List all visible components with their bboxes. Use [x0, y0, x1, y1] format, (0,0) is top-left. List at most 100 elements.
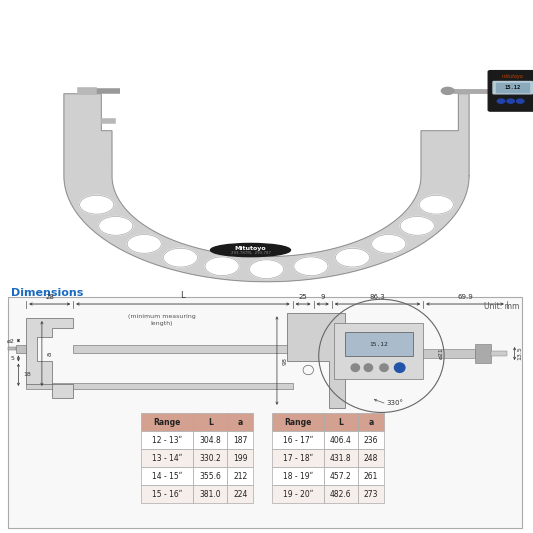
Text: 18: 18	[23, 372, 31, 377]
Text: Mitutoyo: Mitutoyo	[235, 246, 266, 251]
Circle shape	[249, 260, 284, 279]
Text: ø2: ø2	[7, 339, 15, 344]
Text: 381.0: 381.0	[199, 489, 221, 498]
FancyBboxPatch shape	[272, 485, 324, 503]
FancyBboxPatch shape	[141, 485, 193, 503]
Text: 25: 25	[298, 294, 308, 300]
FancyBboxPatch shape	[272, 431, 324, 449]
Text: Range: Range	[284, 418, 311, 427]
FancyBboxPatch shape	[101, 118, 115, 124]
Text: 273: 273	[364, 489, 378, 498]
FancyBboxPatch shape	[193, 414, 227, 431]
Text: L: L	[208, 418, 213, 427]
Circle shape	[335, 248, 369, 267]
FancyBboxPatch shape	[358, 414, 384, 431]
Text: 293-787RL  293-787: 293-787RL 293-787	[230, 251, 271, 255]
Text: 224: 224	[233, 489, 247, 498]
FancyBboxPatch shape	[227, 485, 253, 503]
FancyBboxPatch shape	[272, 467, 324, 485]
Text: 355.6: 355.6	[199, 472, 221, 481]
Text: a: a	[368, 418, 374, 427]
Text: 16 - 17ʺ: 16 - 17ʺ	[282, 436, 313, 445]
Polygon shape	[26, 318, 73, 398]
Text: 199: 199	[233, 454, 248, 463]
Circle shape	[205, 257, 239, 276]
Circle shape	[394, 363, 405, 373]
Text: 69.9: 69.9	[457, 294, 473, 300]
Polygon shape	[26, 383, 293, 389]
Text: Unit: mm: Unit: mm	[484, 302, 520, 311]
Circle shape	[497, 99, 505, 103]
FancyBboxPatch shape	[358, 485, 384, 503]
FancyBboxPatch shape	[493, 82, 532, 94]
Polygon shape	[491, 351, 507, 356]
FancyBboxPatch shape	[193, 431, 227, 449]
FancyBboxPatch shape	[324, 485, 358, 503]
Text: 261: 261	[364, 472, 378, 481]
Text: length): length)	[151, 321, 173, 326]
Text: 304.8: 304.8	[199, 436, 221, 445]
FancyBboxPatch shape	[324, 431, 358, 449]
FancyBboxPatch shape	[272, 414, 324, 431]
Polygon shape	[334, 323, 423, 379]
Text: 9: 9	[320, 294, 325, 300]
Text: 15 - 16ʺ: 15 - 16ʺ	[152, 489, 182, 498]
Text: 17 - 18ʺ: 17 - 18ʺ	[283, 454, 313, 463]
Text: 236: 236	[364, 436, 378, 445]
FancyBboxPatch shape	[358, 431, 384, 449]
Polygon shape	[287, 313, 345, 408]
Text: 98: 98	[282, 357, 287, 365]
Circle shape	[516, 99, 524, 103]
Circle shape	[507, 99, 514, 103]
Text: Dimensions: Dimensions	[11, 287, 83, 297]
Text: 187: 187	[233, 436, 247, 445]
FancyBboxPatch shape	[141, 449, 193, 467]
FancyBboxPatch shape	[358, 449, 384, 467]
Circle shape	[79, 195, 114, 214]
FancyBboxPatch shape	[141, 414, 193, 431]
Circle shape	[380, 364, 388, 372]
FancyBboxPatch shape	[227, 467, 253, 485]
Text: 19 - 20ʺ: 19 - 20ʺ	[282, 489, 313, 498]
Text: a: a	[238, 418, 243, 427]
Polygon shape	[423, 349, 475, 358]
Text: 457.2: 457.2	[330, 472, 352, 481]
Text: mitutoyo: mitutoyo	[502, 74, 524, 79]
FancyBboxPatch shape	[358, 467, 384, 485]
Circle shape	[400, 216, 434, 235]
Polygon shape	[345, 332, 413, 356]
Text: 5: 5	[11, 356, 15, 361]
Circle shape	[372, 235, 406, 253]
Text: ø21: ø21	[439, 348, 444, 359]
FancyBboxPatch shape	[324, 467, 358, 485]
FancyBboxPatch shape	[193, 467, 227, 485]
FancyBboxPatch shape	[8, 297, 522, 528]
FancyBboxPatch shape	[227, 431, 253, 449]
Text: 212: 212	[233, 472, 247, 481]
FancyBboxPatch shape	[193, 485, 227, 503]
Circle shape	[364, 364, 373, 372]
Text: 13.5: 13.5	[517, 346, 522, 360]
Polygon shape	[475, 344, 491, 363]
Text: 86.3: 86.3	[369, 294, 385, 300]
Text: 248: 248	[364, 454, 378, 463]
Ellipse shape	[211, 244, 290, 257]
Text: 13 - 14ʺ: 13 - 14ʺ	[152, 454, 182, 463]
Text: 12 - 13ʺ: 12 - 13ʺ	[152, 436, 182, 445]
Text: (minimum measuring: (minimum measuring	[128, 314, 196, 319]
Text: 15.12: 15.12	[505, 85, 521, 90]
Text: Range: Range	[154, 418, 181, 427]
Polygon shape	[73, 345, 293, 353]
FancyBboxPatch shape	[272, 449, 324, 467]
FancyBboxPatch shape	[496, 83, 529, 92]
Circle shape	[99, 216, 133, 235]
Text: 14 - 15ʺ: 14 - 15ʺ	[152, 472, 182, 481]
Circle shape	[294, 257, 328, 276]
Polygon shape	[16, 345, 26, 353]
FancyBboxPatch shape	[77, 87, 96, 94]
Polygon shape	[64, 94, 469, 282]
Text: 431.8: 431.8	[330, 454, 352, 463]
Circle shape	[127, 235, 161, 253]
FancyBboxPatch shape	[227, 414, 253, 431]
Circle shape	[441, 87, 454, 94]
